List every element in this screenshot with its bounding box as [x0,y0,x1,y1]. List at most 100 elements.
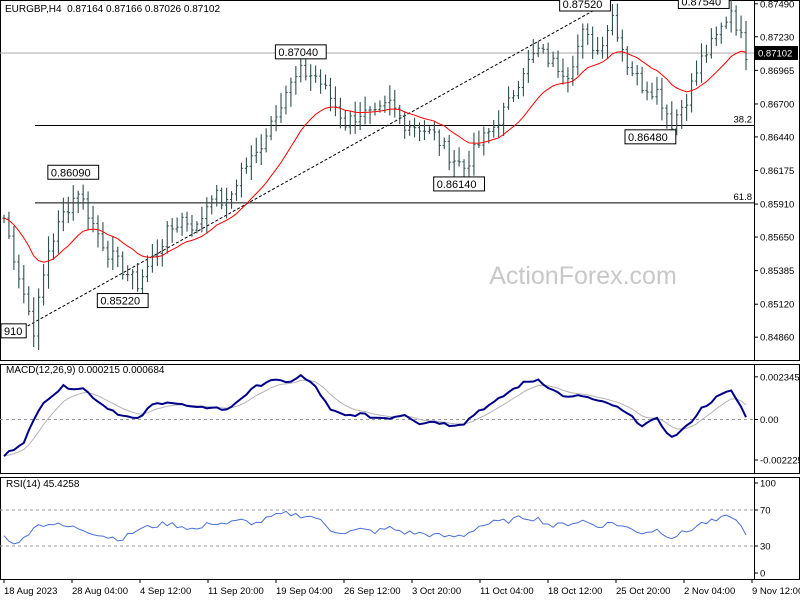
price-bar [116,246,120,268]
price-bar [76,190,80,214]
price-bar [145,255,150,283]
x-tick-label: 11 Sep 20:00 [208,586,264,597]
price-bar [338,97,342,129]
price-bar [645,81,649,101]
price-bar [22,264,26,304]
price-annotation-box [96,293,149,309]
price-bar [714,26,718,47]
price-bar [640,66,644,94]
price-bar [195,221,199,234]
price-bar [625,46,629,76]
price-annotation-box [624,129,677,145]
price-bar [719,22,723,44]
x-tick-label: 4 Sep 12:00 [140,586,191,597]
price-bar [403,111,407,139]
price-annotation-box [47,164,100,180]
price-bar [91,205,95,233]
price-bar [284,85,288,115]
price-bar [56,210,61,254]
price-annotation-label: 0.86480 [628,132,668,144]
price-annotation-box [559,0,611,12]
price-bar [220,187,224,210]
x-tick-label: 3 Oct 20:00 [412,586,461,597]
price-bar [531,39,535,64]
price-bar [200,206,204,233]
price-bar [630,61,634,77]
x-tick-label: 25 Oct 20:00 [616,586,670,597]
macd-signal-line [3,379,747,457]
price-bar [135,262,140,292]
price-bar [685,93,689,121]
price-bar [694,60,699,86]
price-bar [452,149,456,177]
price-bar [541,43,545,54]
price-y-tick-label: 0.86440 [760,132,794,143]
trendline [18,0,613,332]
price-bar [249,145,253,181]
price-bar [620,29,624,62]
price-bar [689,73,694,113]
price-bar [511,90,516,102]
rsi-pane-title: RSI(14) 45.4258 [6,479,80,490]
price-bar [318,69,323,94]
price-bar [477,130,481,148]
price-bar [150,244,154,273]
rsi-y-tick-label: 100 [760,479,776,490]
price-bar [61,197,65,232]
price-bar [442,137,446,150]
rsi-y-tick-label: 0 [760,569,765,580]
price-bar [650,82,654,100]
price-bar [66,196,70,224]
price-y-tick-label: 0.86965 [760,66,794,77]
price-bar [126,265,130,282]
price-bar [581,23,585,59]
moving-average-line [3,50,747,263]
price-bar [551,51,555,68]
price-bar [417,122,422,142]
price-bar [111,235,115,270]
watermark: ActionForex.com [489,262,677,290]
price-y-tick-label: 0.84860 [760,333,794,344]
price-bar [215,185,219,207]
price-bar [482,126,486,156]
price-annotation-box [274,44,327,60]
price-bar [175,217,179,233]
price-bar [744,20,748,71]
macd-y-tick-label: 0.00 [760,415,779,426]
price-annotation-label: 0.87040 [278,47,318,59]
price-bar [729,0,733,33]
price-bar [254,137,258,164]
price-bar [506,86,511,110]
price-annotation-label: 0.87520 [563,0,603,11]
price-bar [665,104,669,129]
price-bar [358,102,362,131]
x-tick-label: 28 Aug 04:00 [72,586,128,597]
price-bar [86,191,90,231]
price-bar [388,85,392,116]
price-annotation-label: 910 [4,326,22,338]
price-bar [427,126,432,134]
price-bar [264,128,268,153]
price-bar [655,76,659,105]
price-bar [368,106,372,124]
price-y-tick-label: 0.85650 [760,233,794,244]
price-bar [502,102,506,137]
price-bar [165,221,169,254]
price-bar [398,104,402,125]
price-bar [185,211,189,232]
price-bar [37,288,41,351]
price-bar [353,101,357,134]
price-y-tick-label: 0.86700 [760,99,794,110]
price-bar [472,132,476,176]
price-bar [556,50,560,78]
price-bar [323,74,328,90]
price-bar [328,77,333,112]
price-bar [170,218,174,243]
price-bar [393,89,397,118]
macd-line [3,373,747,457]
price-bar [600,36,605,59]
price-bar [234,179,239,201]
price-bar [314,65,318,83]
price-bar [709,28,713,59]
price-bar [536,41,540,58]
